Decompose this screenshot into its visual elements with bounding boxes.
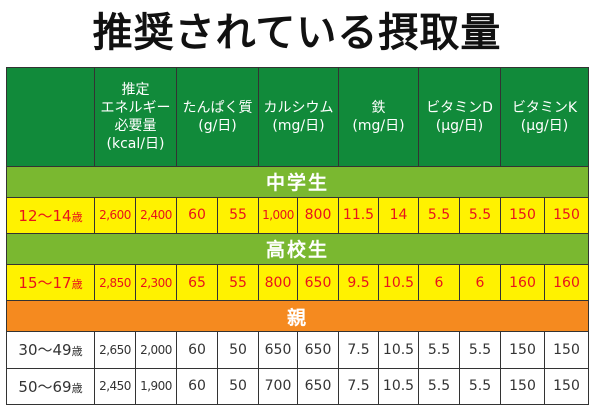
value-cell: 800 xyxy=(258,263,298,302)
value-cell: 55 xyxy=(217,196,259,234)
value-cell: 5.5 xyxy=(418,196,461,234)
age-cell: 15〜17歳 xyxy=(6,263,95,302)
value-cell: 10.5 xyxy=(377,263,420,302)
value-cell: 150 xyxy=(544,367,590,406)
value-cell: 800 xyxy=(297,196,339,234)
value-cell: 160 xyxy=(500,263,546,302)
table-row: 15〜17歳 2,850 2,300 65 55 800 650 9.5 10.… xyxy=(6,263,590,302)
value-cell: 60 xyxy=(176,367,218,406)
value-cell: 2,400 xyxy=(135,196,177,234)
section-row-high-school: 高校生 xyxy=(5,232,590,265)
header-vitamin-d: ビタミンD (μg/日) xyxy=(418,67,502,167)
header-calcium: カルシウム (mg/日) xyxy=(258,67,339,167)
header-energy: 推定 エネルギー 必要量 (kcal/日) xyxy=(94,67,177,167)
section-row-parent: 親 xyxy=(5,300,590,333)
age-cell: 50〜69歳 xyxy=(6,367,95,406)
section-label: 高校生 xyxy=(5,232,590,265)
value-cell: 150 xyxy=(500,331,546,369)
section-label: 中学生 xyxy=(5,165,590,198)
value-cell: 5.5 xyxy=(459,367,502,406)
value-cell: 5.5 xyxy=(418,367,461,406)
value-cell: 2,300 xyxy=(135,263,177,302)
value-cell: 5.5 xyxy=(418,331,461,369)
value-cell: 2,000 xyxy=(135,331,177,369)
age-cell: 30〜49歳 xyxy=(6,331,95,369)
section-row-middle-school: 中学生 xyxy=(5,165,590,198)
value-cell: 650 xyxy=(297,331,339,369)
header-corner xyxy=(6,67,95,167)
header-protein: たんぱく質 (g/日) xyxy=(176,67,259,167)
value-cell: 150 xyxy=(500,367,546,406)
value-cell: 60 xyxy=(176,331,218,369)
header-row: 推定 エネルギー 必要量 (kcal/日) たんぱく質 (g/日) カルシウム (mg/日… xyxy=(6,67,590,167)
table-row: 12〜14歳 2,600 2,400 60 55 1,000 800 11.5 … xyxy=(6,196,590,234)
value-cell: 650 xyxy=(297,263,339,302)
value-cell: 650 xyxy=(258,331,298,369)
value-cell: 160 xyxy=(544,263,590,302)
table-row: 50〜69歳 2,450 1,900 60 50 700 650 7.5 10.… xyxy=(6,367,590,406)
value-cell: 150 xyxy=(544,196,590,234)
value-cell: 11.5 xyxy=(338,196,379,234)
value-cell: 7.5 xyxy=(338,331,379,369)
age-cell: 12〜14歳 xyxy=(6,196,95,234)
value-cell: 10.5 xyxy=(377,331,420,369)
value-cell: 2,450 xyxy=(94,367,136,406)
table-row: 30〜49歳 2,650 2,000 60 50 650 650 7.5 10.… xyxy=(6,331,590,369)
value-cell: 10.5 xyxy=(377,367,420,406)
value-cell: 5.5 xyxy=(459,196,502,234)
value-cell: 50 xyxy=(217,331,259,369)
value-cell: 2,600 xyxy=(94,196,136,234)
value-cell: 650 xyxy=(297,367,339,406)
page-title: 推奨されている摂取量 xyxy=(92,10,502,56)
value-cell: 55 xyxy=(217,263,259,302)
value-cell: 6 xyxy=(459,263,502,302)
value-cell: 2,650 xyxy=(94,331,136,369)
header-iron: 鉄 (mg/日) xyxy=(337,67,420,167)
value-cell: 1,900 xyxy=(135,367,177,406)
value-cell: 7.5 xyxy=(338,367,379,406)
value-cell: 5.5 xyxy=(459,331,502,369)
value-cell: 9.5 xyxy=(338,263,379,302)
header-vitamin-k: ビタミンK (μg/日) xyxy=(500,67,590,167)
value-cell: 2,850 xyxy=(94,263,136,302)
value-cell: 14 xyxy=(377,196,420,234)
intake-table: 推定 エネルギー 必要量 (kcal/日) たんぱく質 (g/日) カルシウム (mg/日… xyxy=(5,67,590,406)
value-cell: 1,000 xyxy=(258,196,298,234)
value-cell: 6 xyxy=(418,263,461,302)
section-label: 親 xyxy=(5,300,590,333)
value-cell: 150 xyxy=(500,196,546,234)
value-cell: 150 xyxy=(544,331,590,369)
value-cell: 60 xyxy=(176,196,218,234)
value-cell: 50 xyxy=(217,367,259,406)
value-cell: 65 xyxy=(176,263,218,302)
value-cell: 700 xyxy=(258,367,298,406)
